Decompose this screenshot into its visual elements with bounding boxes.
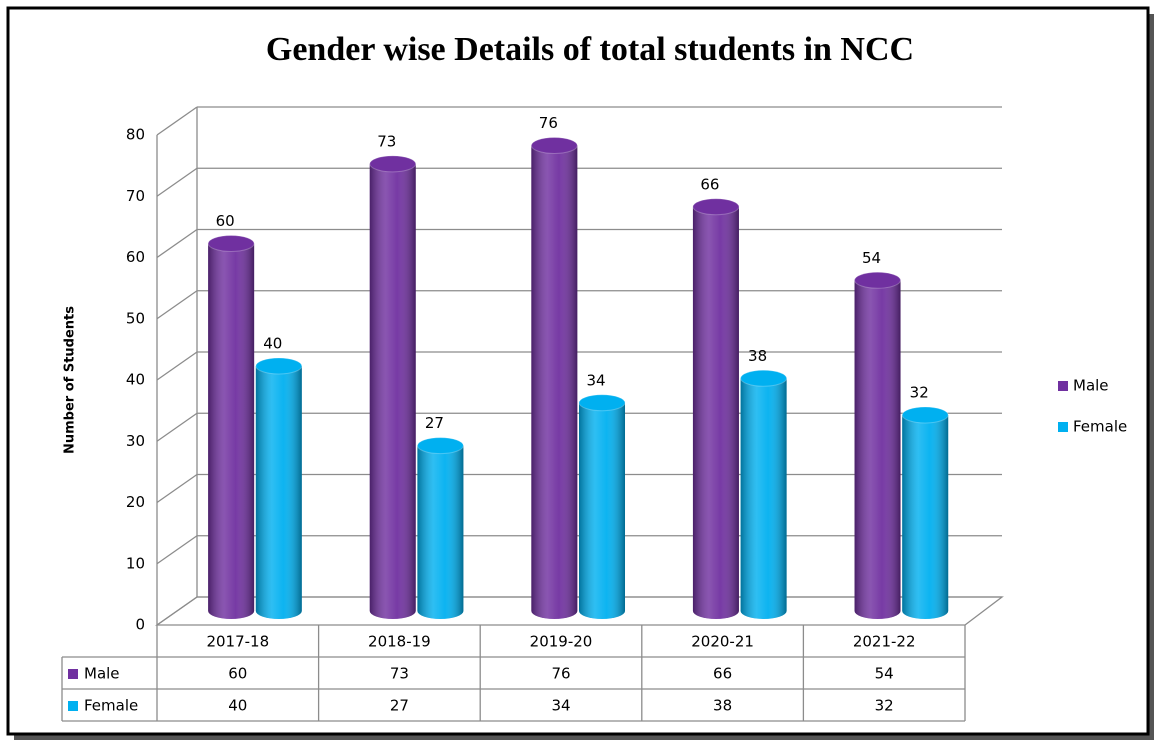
grid-line [156,535,198,565]
bar-top [255,357,303,375]
bar-top [740,369,788,387]
table-cell: 32 [875,697,894,715]
x-tick-label: 2018-19 [368,633,431,651]
chart-title: Gender wise Details of total students in… [266,31,914,68]
table-row-label: Female [84,697,138,715]
legend-label: Female [1073,418,1127,436]
data-label: 60 [216,212,235,230]
data-label: 40 [263,335,282,353]
bar-top [416,437,464,455]
y-tick-label: 30 [126,432,145,450]
y-tick-label: 50 [126,309,145,327]
y-tick-label: 40 [126,371,145,389]
bar-shading [579,402,626,619]
bar-shading [208,243,255,619]
bar-shading [417,445,464,619]
table-cell: 60 [228,665,247,683]
grid-line [156,290,198,320]
bar-shading [255,366,302,619]
grid-line [156,106,198,136]
y-tick-label: 80 [126,126,145,144]
legend-key [1058,381,1068,391]
data-label: 27 [425,414,444,432]
data-label: 54 [862,249,881,267]
data-label: 76 [539,114,558,132]
x-tick-label: 2020-21 [691,633,754,651]
bar-top [901,406,949,424]
bar-shading [902,415,949,619]
bar-top [578,394,626,412]
y-axis-title: Number of Students [63,306,78,454]
bar-top [530,137,578,154]
y-tick-label: 70 [126,187,145,205]
table-cell: 73 [390,665,409,683]
table-cell: 34 [551,697,570,715]
table-cell: 76 [551,665,570,683]
y-tick-label: 10 [126,554,145,572]
grid-line [156,167,198,197]
x-tick-label: 2021-22 [853,633,916,651]
bar-shading [531,145,578,619]
table-cell: 38 [713,697,732,715]
bar-top [854,271,902,289]
table-cell: 54 [875,665,894,683]
bar-shading [369,163,416,619]
grid-line [156,412,198,442]
data-label: 66 [700,175,719,193]
x-tick-label: 2017-18 [206,633,269,651]
bar-shading [854,280,901,619]
data-label: 34 [586,371,605,389]
y-tick-label: 0 [135,616,145,634]
legend-key [1058,422,1068,432]
bar-top [369,155,417,173]
table-row-label: Male [84,665,120,683]
legend-label: Male [1073,377,1109,395]
bar-top [692,198,740,216]
data-label: 73 [377,132,396,150]
bar-shading [692,206,739,619]
table-legend-key [68,701,78,711]
grid-line [156,473,198,504]
x-tick-label: 2019-20 [530,633,593,651]
data-label: 38 [748,347,767,365]
table-legend-key [68,669,78,679]
bar-shading [740,378,787,619]
table-cell: 27 [390,697,409,715]
y-tick-label: 20 [126,493,145,511]
y-tick-label: 60 [126,248,145,266]
data-label: 32 [910,384,929,402]
table-cell: 66 [713,665,732,683]
grid-line [156,351,198,381]
table-cell: 40 [228,697,247,715]
grid-line [156,596,198,626]
grid-line [156,228,198,259]
bar-top [207,235,255,252]
